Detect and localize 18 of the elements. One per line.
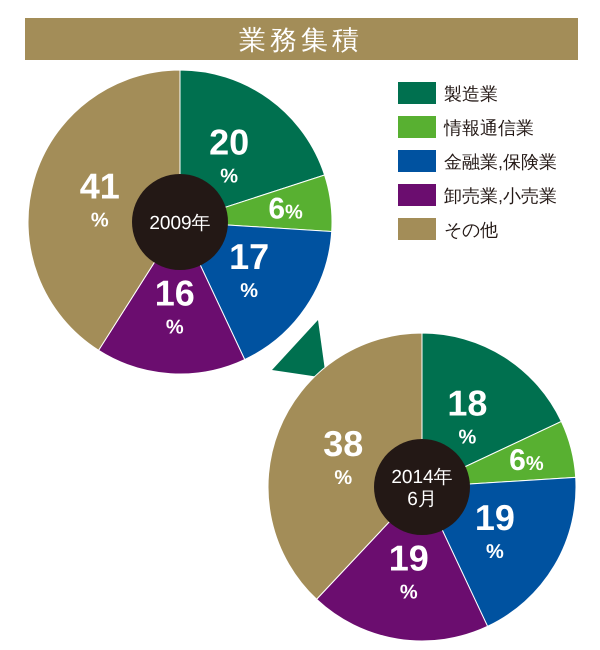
legend-label: 金融業,保険業 [444,152,558,172]
data-label: 38% [323,422,364,489]
data-label: 19% [474,497,515,564]
data-label: 20% [209,121,250,188]
legend-label: 製造業 [444,84,498,104]
text: 2014年 6月 [391,467,453,510]
text: 業務集積 [239,25,363,55]
legend-label: 卸売業,小売業 [444,186,558,206]
data-label: 18% [447,382,488,448]
data-label: 16% [154,272,195,338]
data-label: 17% [229,236,270,302]
text: 2009年 [149,213,211,234]
legend-label: その他 [444,220,498,240]
data-label: 6% [509,444,544,478]
data-label: 6% [268,192,304,226]
data-label: 41% [80,166,120,232]
data-label: 19% [388,538,429,604]
legend-label: 情報通信業 [443,118,534,138]
